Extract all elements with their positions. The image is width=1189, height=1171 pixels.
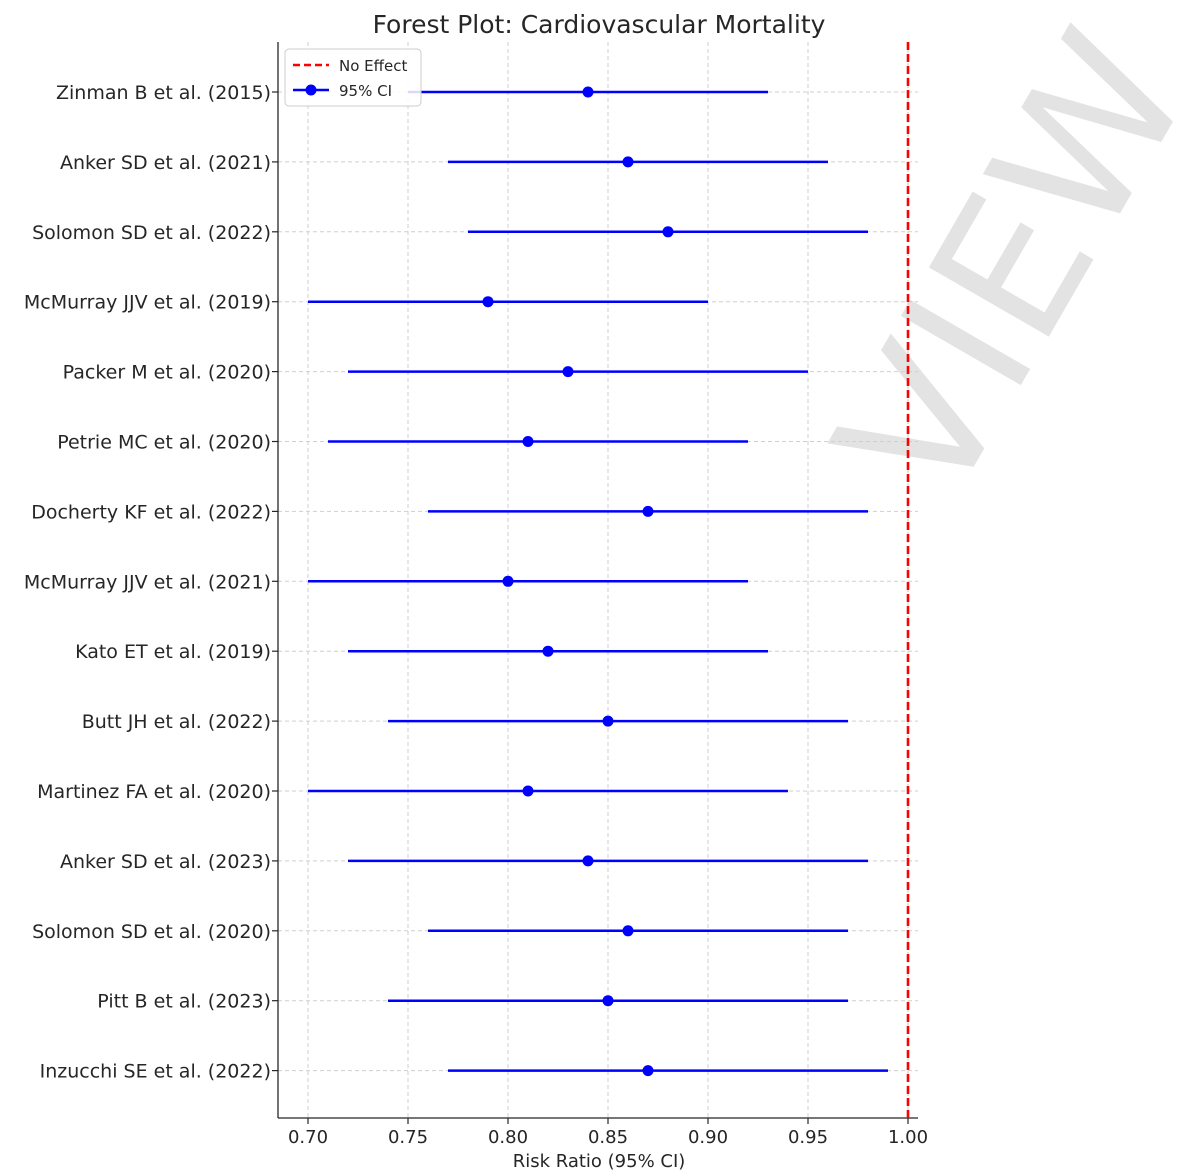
study-label: McMurray JJV et al. (2019) — [24, 292, 271, 314]
study-label: Docherty KF et al. (2022) — [31, 501, 271, 523]
point-estimate — [542, 645, 554, 657]
study-label: Anker SD et al. (2021) — [60, 152, 271, 174]
point-estimate — [582, 86, 594, 98]
point-estimate — [642, 1065, 654, 1077]
study-label: Zinman B et al. (2015) — [56, 82, 271, 104]
point-estimate — [662, 226, 674, 238]
x-tick-label: 0.70 — [288, 1127, 328, 1148]
point-estimate — [502, 575, 514, 587]
data-layer — [308, 86, 888, 1077]
x-tick-label: 0.80 — [488, 1127, 528, 1148]
y-axis-study-labels: Zinman B et al. (2015) Anker SD et al. (2… — [24, 82, 278, 1083]
x-axis-ticks: 0.70 0.75 0.80 0.85 0.90 0.95 1.00 — [288, 1118, 928, 1148]
study-label: Butt JH et al. (2022) — [82, 711, 271, 733]
point-estimate — [562, 366, 574, 378]
study-label: Inzucchi SE et al. (2022) — [40, 1061, 271, 1083]
study-label: Petrie MC et al. (2020) — [57, 432, 271, 454]
point-estimate — [622, 156, 634, 168]
x-tick-label: 1.00 — [888, 1127, 928, 1148]
study-label: Kato ET et al. (2019) — [75, 641, 271, 663]
study-label: Martinez FA et al. (2020) — [37, 781, 271, 803]
chart-title: Forest Plot: Cardiovascular Mortality — [373, 10, 826, 39]
axes — [277, 42, 918, 1119]
point-estimate — [482, 296, 494, 308]
legend-ci-marker — [305, 84, 317, 96]
point-estimate — [642, 505, 654, 517]
study-label: Anker SD et al. (2023) — [60, 851, 271, 873]
x-tick-label: 0.95 — [788, 1127, 828, 1148]
point-estimate — [602, 715, 614, 727]
point-estimate — [522, 436, 534, 447]
point-estimate — [522, 785, 534, 797]
study-label: Solomon SD et al. (2022) — [32, 222, 271, 244]
legend-ci-label: 95% CI — [339, 82, 392, 100]
x-axis-title: Risk Ratio (95% CI) — [513, 1151, 686, 1171]
x-tick-label: 0.85 — [588, 1127, 628, 1148]
legend: No Effect 95% CI — [284, 48, 422, 107]
study-label: Solomon SD et al. (2020) — [32, 921, 271, 943]
study-label: Pitt B et al. (2023) — [97, 991, 271, 1013]
point-estimate — [582, 855, 594, 867]
x-tick-label: 0.90 — [688, 1127, 728, 1148]
legend-no-effect-label: No Effect — [339, 57, 407, 75]
point-estimate — [622, 925, 634, 937]
x-tick-label: 0.75 — [388, 1127, 428, 1148]
study-label: McMurray JJV et al. (2021) — [24, 571, 271, 593]
legend-box — [284, 48, 422, 107]
study-label: Packer M et al. (2020) — [63, 362, 271, 384]
point-estimate — [602, 995, 614, 1007]
